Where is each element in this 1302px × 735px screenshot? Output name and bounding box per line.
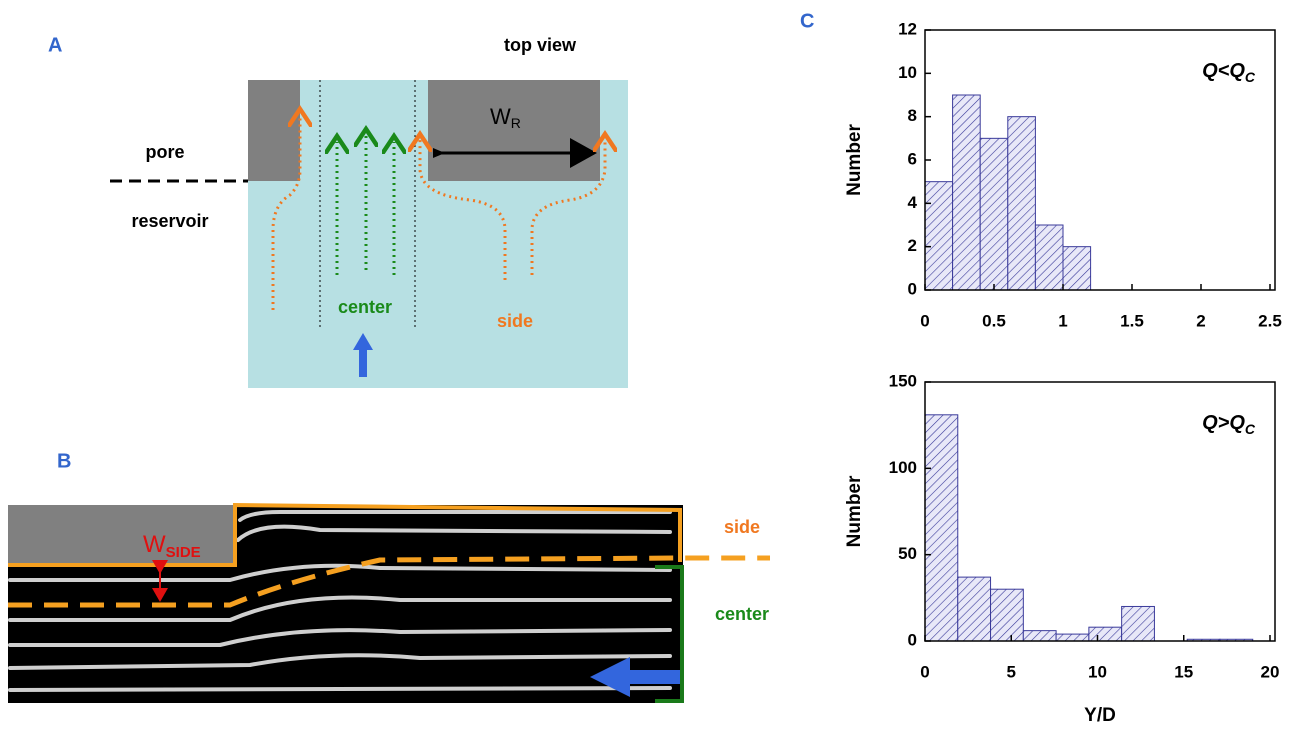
- y-tick-label: 100: [889, 458, 917, 477]
- side-label: side: [497, 311, 533, 331]
- bar: [1063, 247, 1091, 290]
- side-label: side: [724, 517, 760, 537]
- bar: [1008, 117, 1036, 290]
- histogram-chart: 0 50 100 150 0 5 10 15 20 Number Y/D Q>QC: [844, 371, 1279, 726]
- wall: [8, 505, 235, 563]
- y-axis-label: Number: [844, 475, 865, 547]
- panel-label: C: [800, 10, 814, 32]
- x-tick-label: 1.5: [1120, 311, 1144, 330]
- annotation: Q<QC: [1202, 60, 1256, 84]
- panel-b: B WSIDE side center: [8, 450, 770, 703]
- bar: [1122, 606, 1155, 641]
- figure: A top view pore reservoir WR center side…: [0, 0, 1302, 735]
- x-tick-label: 0: [920, 311, 929, 330]
- y-tick-label: 12: [898, 19, 917, 38]
- bar: [1023, 631, 1056, 641]
- annotation-text: Q>Q: [1202, 412, 1245, 434]
- y-tick-label: 2: [908, 236, 917, 255]
- y-tick-label: 10: [898, 63, 917, 82]
- y-tick-label: 6: [908, 149, 917, 168]
- x-tick-label: 1: [1058, 311, 1067, 330]
- center-label: center: [715, 604, 769, 624]
- histogram-chart: 0 2 4 6 8 10 12 0 0.5 1 1.5 2 2.5 Number Q<QC: [844, 19, 1282, 330]
- width-text: W: [490, 104, 511, 129]
- y-tick-label: 0: [908, 279, 917, 298]
- bar: [1035, 225, 1063, 290]
- bar: [1056, 634, 1089, 641]
- bar: [925, 415, 958, 641]
- streak: [10, 688, 670, 690]
- page: A top view pore reservoir WR center side…: [0, 0, 1302, 735]
- y-axis-label: Number: [844, 124, 865, 196]
- annotation: Q>QC: [1202, 412, 1256, 436]
- bar: [991, 589, 1024, 641]
- center-label: center: [338, 297, 392, 317]
- reservoir-label: reservoir: [131, 211, 208, 231]
- x-tick-label: 2: [1196, 311, 1205, 330]
- x-tick-label: 0: [920, 662, 929, 681]
- bar: [958, 577, 991, 641]
- pore-label: pore: [145, 142, 184, 162]
- bar: [1089, 627, 1122, 641]
- bar: [953, 95, 981, 290]
- y-tick-label: 8: [908, 106, 917, 125]
- bar: [980, 138, 1008, 290]
- y-tick-label: 0: [908, 630, 917, 649]
- panel-a: A top view pore reservoir WR center side: [48, 34, 628, 388]
- y-tick-label: 4: [908, 193, 918, 212]
- x-tick-label: 2.5: [1258, 311, 1282, 330]
- view-label: top view: [504, 35, 577, 55]
- panel-label: B: [57, 450, 71, 472]
- y-tick-label: 150: [889, 371, 917, 390]
- wall: [248, 80, 300, 181]
- bar: [925, 182, 953, 290]
- x-tick-label: 5: [1007, 662, 1016, 681]
- x-tick-label: 20: [1261, 662, 1280, 681]
- x-tick-label: 0.5: [982, 311, 1006, 330]
- annotation-subscript: C: [1245, 69, 1256, 85]
- y-tick-label: 50: [898, 544, 917, 563]
- annotation-subscript: C: [1245, 421, 1256, 437]
- x-tick-label: 15: [1174, 662, 1193, 681]
- width-subscript: SIDE: [166, 544, 201, 561]
- annotation-text: Q<Q: [1202, 60, 1245, 82]
- x-tick-label: 10: [1088, 662, 1107, 681]
- width-subscript: R: [511, 115, 521, 131]
- panel-label: A: [48, 34, 62, 56]
- x-axis-label: Y/D: [1084, 705, 1116, 726]
- width-text: W: [143, 531, 166, 558]
